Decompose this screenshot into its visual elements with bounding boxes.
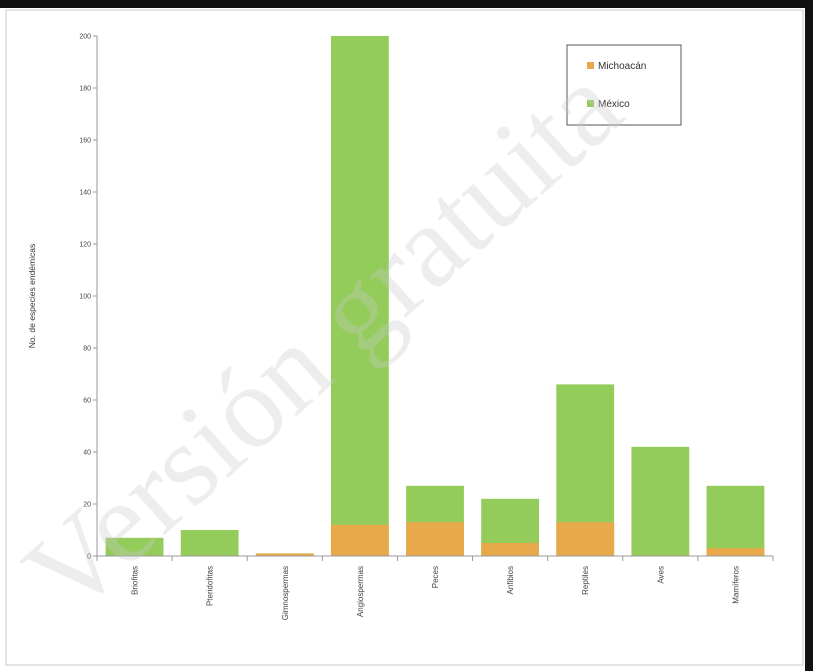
bar-michoacan xyxy=(706,548,765,556)
bar-mexico xyxy=(330,36,389,556)
y-tick-label: 140 xyxy=(79,190,91,197)
y-tick-label: 0 xyxy=(87,554,91,561)
y-tick-label: 160 xyxy=(79,138,91,145)
bar-michoacan xyxy=(255,553,314,556)
y-tick-label: 120 xyxy=(79,242,91,249)
x-category-label: Peces xyxy=(431,566,440,588)
legend-label-michoacan: Michoacán xyxy=(598,61,646,72)
x-category-label: Gimnospermas xyxy=(281,566,290,620)
x-category-label: Anfibios xyxy=(506,566,515,594)
x-category-label: Aves xyxy=(656,566,665,584)
x-category-label: Mamíferos xyxy=(731,566,740,604)
y-tick-label: 100 xyxy=(79,294,91,301)
bar-michoacan xyxy=(481,543,540,556)
y-tick-label: 20 xyxy=(83,502,91,509)
bars-layer xyxy=(105,36,765,556)
legend: Michoacán México xyxy=(566,44,682,126)
bar-michoacan xyxy=(556,522,615,556)
y-ticks-layer: 0 20 40 60 80 100 120 140 160 180 200 xyxy=(79,34,97,561)
y-tick-label: 180 xyxy=(79,86,91,93)
y-tick-label: 80 xyxy=(83,346,91,353)
bar-mexico xyxy=(105,537,164,556)
y-axis-label: No. de especies endémicas xyxy=(27,244,37,348)
bar-mexico xyxy=(706,485,765,556)
x-category-label: Reptiles xyxy=(581,566,590,595)
x-category-label: Pteridofitas xyxy=(206,566,215,606)
legend-swatch-michoacan xyxy=(587,62,594,69)
y-tick-label: 40 xyxy=(83,450,91,457)
x-ticks-layer: Briofitas Pteridofitas Gimnospermas Angiosp… xyxy=(96,556,774,620)
legend-swatch-mexico xyxy=(587,100,594,107)
x-category-label: Briofitas xyxy=(131,566,140,595)
x-category-label: Angiospermas xyxy=(356,566,365,617)
bar-mexico xyxy=(180,530,239,556)
bar-michoacan xyxy=(406,522,464,556)
bar-michoacan xyxy=(330,524,389,556)
legend-label-mexico: México xyxy=(598,99,630,110)
legend-box xyxy=(566,44,682,126)
y-tick-label: 60 xyxy=(83,398,91,405)
y-tick-label: 200 xyxy=(79,34,91,41)
bar-mexico xyxy=(631,446,690,556)
